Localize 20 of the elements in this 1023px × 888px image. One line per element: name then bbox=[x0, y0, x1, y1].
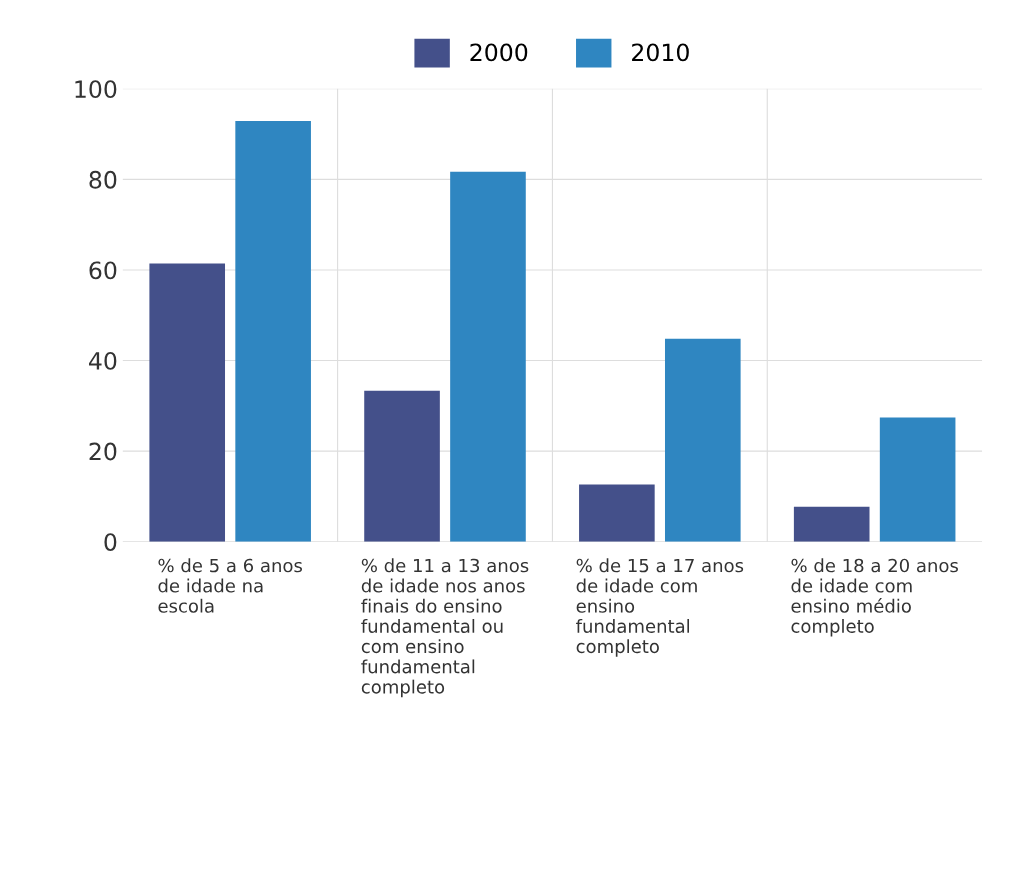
bar bbox=[664, 338, 741, 542]
y-tick-label: 40 bbox=[89, 351, 117, 370]
y-tick-label: 20 bbox=[89, 442, 117, 461]
legend-label: 2000 bbox=[470, 43, 528, 62]
y-tick-label: 60 bbox=[89, 261, 117, 280]
bar bbox=[149, 263, 226, 542]
bar bbox=[793, 506, 870, 542]
legend-label: 2010 bbox=[632, 43, 689, 62]
x-tick-label: % de 15 a 17 anos de idade com ensino fundamental completo bbox=[576, 558, 744, 657]
bar bbox=[879, 417, 956, 542]
bar bbox=[364, 390, 440, 542]
bar bbox=[579, 484, 655, 542]
x-tick-label: % de 11 a 13 anos de idade nos anos finais do ensino fundamental ou com ensino fundamental completo bbox=[361, 558, 529, 698]
y-tick-label: 0 bbox=[104, 533, 117, 551]
x-tick-label: % de 18 a 20 anos de idade com ensino médio completo bbox=[791, 558, 958, 637]
x-tick-label: % de 5 a 6 anos de idade na escola bbox=[158, 558, 303, 613]
bar bbox=[235, 120, 311, 542]
y-tick-label: 80 bbox=[89, 170, 117, 189]
bar bbox=[450, 171, 526, 542]
y-tick-label: 100 bbox=[75, 80, 117, 99]
